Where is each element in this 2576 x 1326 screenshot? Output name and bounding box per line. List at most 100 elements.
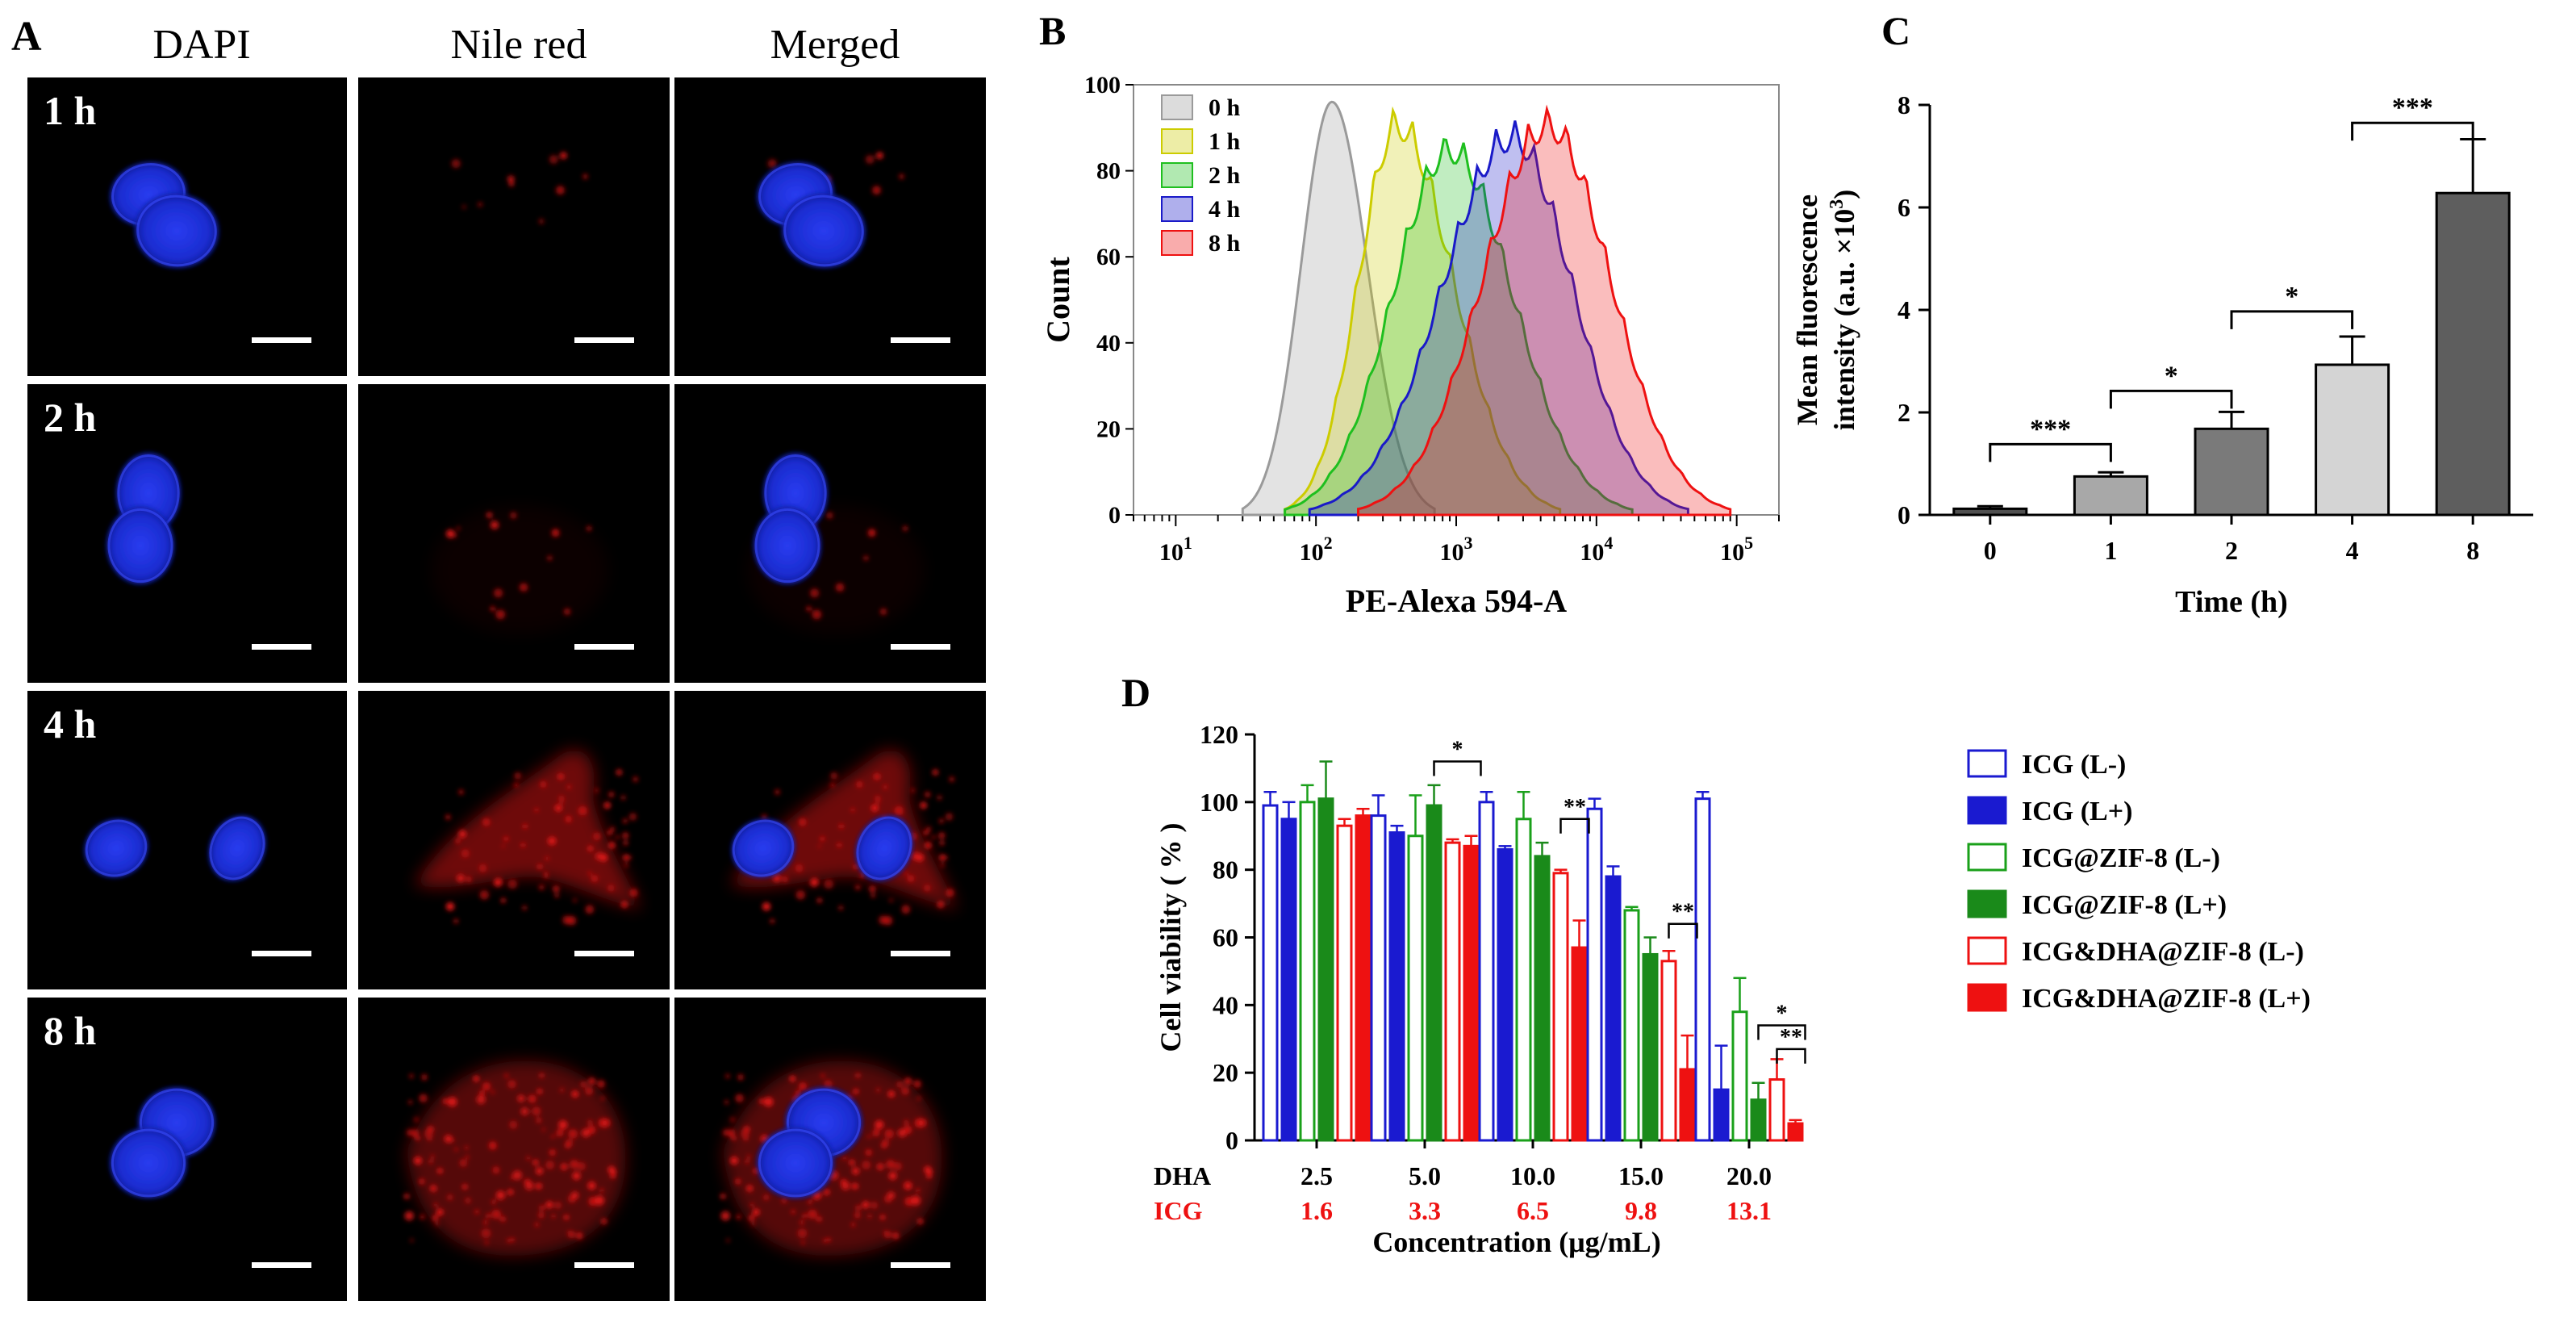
lipid-droplet (774, 789, 780, 795)
legend-swatch (1967, 936, 2007, 965)
lipid-droplet (404, 1211, 414, 1221)
lipid-droplet (532, 1159, 539, 1166)
lipid-droplet (901, 1086, 910, 1095)
bar-ICG&DHA@ZIF-8 (L+) (1571, 946, 1588, 1142)
lipid-droplet (867, 529, 876, 538)
lipid-droplet (587, 845, 594, 852)
lipid-droplet (916, 1096, 921, 1101)
lipid-droplet (459, 1159, 468, 1167)
x-tick-label: 8 (2466, 536, 2479, 565)
significance-label: * (2285, 282, 2298, 312)
lipid-droplet (537, 1211, 545, 1219)
lipid-droplet (478, 864, 487, 872)
lipid-droplet (795, 864, 804, 872)
lipid-droplet (419, 1094, 428, 1103)
lipid-droplet (925, 826, 932, 832)
lipid-droplet (465, 1155, 470, 1160)
row-label-2: 4 h (44, 701, 97, 747)
lipid-droplet (558, 1120, 568, 1130)
lipid-droplet (565, 1139, 574, 1147)
micrograph-r1-c2 (674, 384, 986, 683)
lipid-droplet (887, 1090, 896, 1098)
legend-swatch (1967, 983, 2007, 1012)
lipid-droplet (547, 836, 557, 846)
lipid-droplet (587, 525, 591, 531)
lipid-droplet (593, 832, 601, 841)
lipid-droplet (901, 905, 911, 914)
lipid-droplet (616, 769, 623, 776)
lipid-droplet (445, 814, 451, 820)
lipid-droplet (609, 826, 616, 832)
lipid-droplet (599, 1188, 604, 1193)
lipid-droplet (801, 1240, 805, 1244)
lipid-droplet (838, 824, 844, 829)
micrograph-background (27, 691, 347, 989)
lipid-droplet (830, 772, 838, 780)
lipid-droplet (838, 906, 843, 910)
nucleus (110, 1127, 187, 1198)
lipid-droplet (599, 853, 608, 862)
lipid-droplet (511, 1237, 515, 1242)
lipid-droplet (492, 1166, 500, 1174)
lipid-droplet (807, 1199, 813, 1205)
lipid-droplet (795, 1090, 802, 1096)
lipid-droplet (881, 1139, 890, 1147)
lipid-droplet (916, 1218, 924, 1225)
lipid-droplet (580, 1081, 587, 1088)
lipid-droplet (865, 1148, 872, 1157)
lipid-droplet (767, 159, 777, 169)
lipid-droplet (444, 1135, 453, 1144)
lipid-droplet (937, 795, 942, 800)
lipid-droplet (722, 1129, 730, 1136)
lipid-droplet (816, 1216, 822, 1222)
legend-swatch (1967, 843, 2007, 872)
lipid-droplet (945, 813, 954, 821)
bar-ICG&DHA@ZIF-8 (L-) (1768, 1078, 1785, 1142)
bar-2 (2194, 427, 2269, 517)
lipid-droplet (427, 1126, 434, 1133)
micrograph-r2-c0: 4 h (27, 691, 347, 989)
nucleus-rim (209, 816, 265, 881)
legend-swatch (1967, 749, 2007, 778)
lipid-droplet (522, 906, 527, 910)
bar-ICG@ZIF-8 (L+) (1426, 804, 1442, 1142)
y-axis-label: Count (1040, 256, 1076, 342)
cytoplasm-region (407, 1060, 626, 1256)
nucleus-rim (85, 819, 148, 877)
lipid-droplet (510, 512, 517, 519)
legend-label: 1 h (1209, 128, 1241, 155)
micrograph-grid: 1 h 2 h 4 h 8 h (27, 77, 986, 1301)
lipid-droplet (414, 1117, 419, 1122)
histogram-8h (1357, 104, 1732, 517)
lipid-droplet (762, 902, 771, 911)
bar-ICG&DHA@ZIF-8 (L+) (1463, 844, 1480, 1142)
lipid-droplet (597, 1080, 605, 1088)
lipid-droplet (806, 606, 812, 612)
lipid-droplet (565, 815, 572, 823)
lipid-droplet (514, 783, 519, 788)
x-tick-label-dha: 15.0 (1618, 1161, 1664, 1190)
viability-bar-chart: 0 20 40 60 80 100 120 2.5 1.6 5.0 3.3 10.0 6.5 15.0 9.… (1154, 720, 2311, 1258)
lipid-droplet (745, 1160, 749, 1164)
lipid-droplet (573, 898, 577, 902)
legend: ICG (L-) ICG (L+) ICG@ZIF-8 (L-) ICG@ZIF-8 … (1967, 749, 2311, 1014)
lipid-droplet (734, 1178, 741, 1186)
lipid-droplet (567, 1231, 576, 1239)
lipid-droplet (403, 1193, 410, 1199)
bar-ICG@ZIF-8 (L-) (1407, 835, 1424, 1142)
legend: 0 h 1 h 2 h 4 h 8 h (1161, 94, 1241, 257)
scale-bar (891, 644, 950, 650)
lipid-droplet (547, 555, 553, 561)
lipid-droplet (570, 1191, 579, 1200)
lipid-droplet (910, 788, 916, 793)
histogram-2h (1284, 138, 1634, 517)
lipid-droplet (587, 1119, 593, 1126)
bar-ICG (L+) (1713, 1088, 1730, 1142)
lipid-droplet (761, 814, 767, 820)
lipid-droplet (855, 885, 861, 890)
lipid-droplet (887, 1191, 896, 1200)
bar-ICG@ZIF-8 (L-) (1623, 909, 1640, 1142)
lipid-droplet (507, 1189, 514, 1195)
lipid-droplet (607, 830, 612, 835)
lipid-droplets (451, 152, 588, 224)
